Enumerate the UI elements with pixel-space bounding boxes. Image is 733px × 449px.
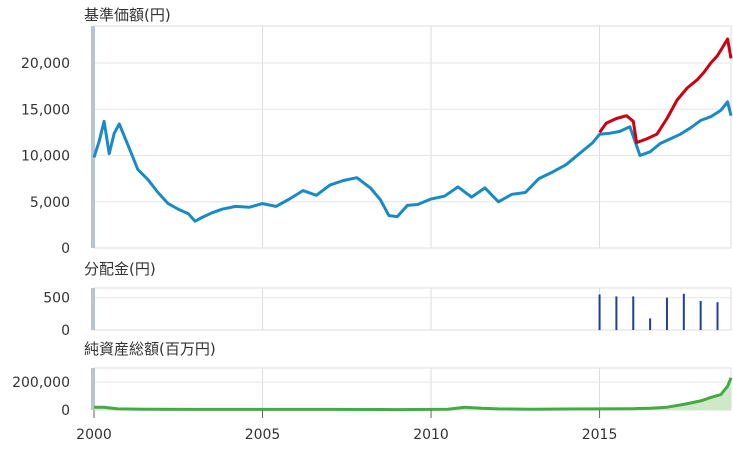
price-series-line-0 [92,100,733,223]
y-tick-label: 200,000 [12,375,70,391]
panel-left-handle [91,288,95,330]
y-tick-label: 15,000 [21,102,70,118]
y-tick-label: 20,000 [21,56,70,72]
net-assets-line [94,377,733,412]
x-tick-label: 2005 [245,427,281,443]
panel-left-handle [91,368,95,410]
x-tick-label: 2015 [582,427,618,443]
y-tick-label: 0 [61,323,70,339]
distribution-chart-title: 分配金(円) [84,260,156,278]
y-tick-label: 5,000 [30,195,70,211]
plot-frame-2 [93,367,732,411]
net-assets-chart-title: 純資産総額(百万円) [84,340,216,358]
panel-left-handle [91,26,95,248]
y-tick-label: 10,000 [21,149,70,165]
y-tick-label: 0 [61,403,70,419]
price-series-line-1 [598,37,733,145]
price-chart-title: 基準価額(円) [84,6,171,24]
x-tick-label: 2000 [76,427,112,443]
y-tick-label: 500 [43,291,70,307]
x-tick-label: 2010 [413,427,449,443]
plot-frame-1 [93,287,732,331]
y-tick-label: 0 [61,241,70,257]
